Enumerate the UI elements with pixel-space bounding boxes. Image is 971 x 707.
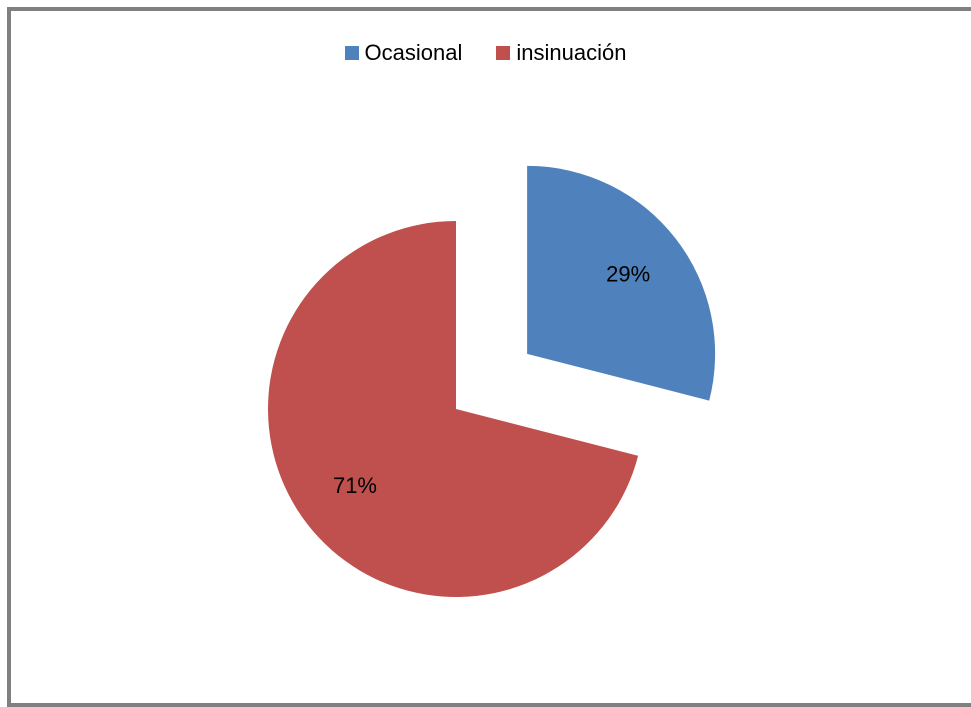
- pie-slice-insinuacion: [268, 221, 639, 597]
- legend-item-insinuacion: insinuación: [496, 40, 626, 66]
- legend-item-ocasional: Ocasional: [344, 40, 463, 66]
- data-label-ocasional: 29%: [606, 261, 650, 286]
- legend-swatch-ocasional: [344, 46, 359, 60]
- data-label-insinuacion: 71%: [333, 473, 377, 498]
- pie-slice-ocasional: [527, 165, 716, 401]
- legend-label-ocasional: Ocasional: [364, 40, 463, 65]
- legend-label-insinuacion: insinuación: [516, 40, 627, 65]
- legend-swatch-insinuacion: [496, 46, 511, 60]
- chart-legend: Ocasional insinuación: [0, 40, 971, 66]
- pie-chart: 29% 71%: [268, 165, 716, 597]
